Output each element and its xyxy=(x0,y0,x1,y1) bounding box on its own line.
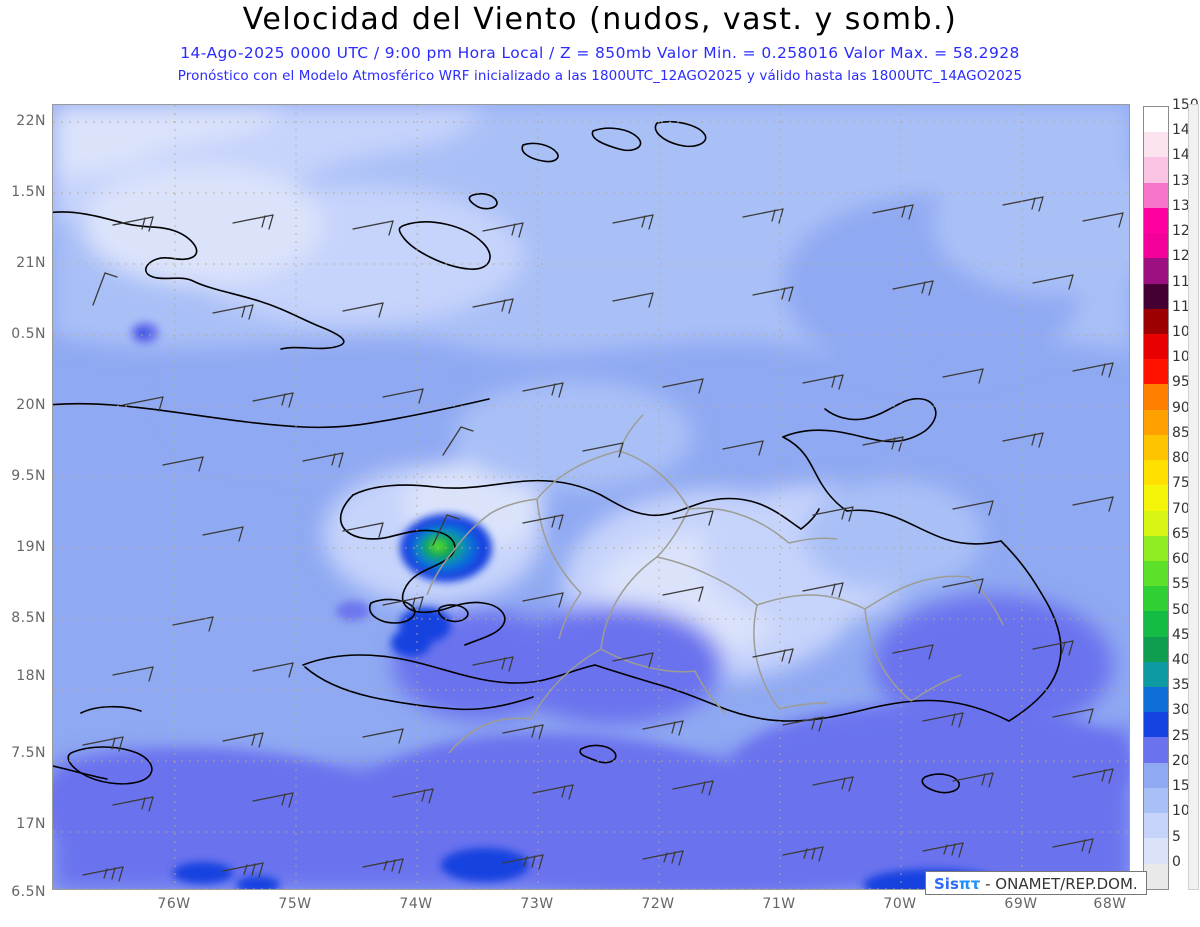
colorbar-band xyxy=(1144,207,1168,234)
colorbar-band xyxy=(1144,712,1168,738)
chart-header: Velocidad del Viento (nudos, vast. y som… xyxy=(0,0,1200,95)
wind-speed-shading xyxy=(53,105,1129,889)
colorbar-tick-label: 0 xyxy=(1172,853,1181,870)
x-axis-label: 74W xyxy=(399,896,433,912)
colorbar-band xyxy=(1144,333,1168,360)
forecast-meta-line: 14-Ago-2025 0000 UTC / 9:00 pm Hora Loca… xyxy=(180,44,1020,62)
attribution-badge: Sisπτ - ONAMET/REP.DOM. xyxy=(925,871,1147,895)
colorbar-band xyxy=(1144,535,1168,561)
colorbar-band xyxy=(1144,586,1168,612)
colorbar-tick-label: 95 xyxy=(1172,374,1190,391)
right-edge-strip xyxy=(1188,104,1199,890)
colorbar-band xyxy=(1144,132,1168,158)
x-axis-label: 75W xyxy=(278,896,312,912)
y-axis-label: 7.5N xyxy=(11,745,46,761)
y-axis-label: 20N xyxy=(16,397,46,413)
colorbar-tick-label: 65 xyxy=(1172,525,1190,542)
y-axis-label: 8.5N xyxy=(11,610,46,626)
model-info-line: Pronóstico con el Modelo Atmosférico WRF… xyxy=(177,68,1023,84)
colorbar-ticks: 0 5 10 15 20 25 30 35 40 45 50 55 60 65 70 75 80 85 90 95 10… xyxy=(1172,98,1200,890)
colorbar-band xyxy=(1144,107,1168,133)
y-axis-label: 6.5N xyxy=(11,884,46,900)
agency-label: - ONAMET/REP.DOM. xyxy=(985,875,1138,893)
y-axis-label: 17N xyxy=(16,816,46,832)
colorbar-tick-label: 35 xyxy=(1172,677,1190,694)
y-axis-label: 1.5N xyxy=(11,184,46,200)
colorbar-tick-label: 75 xyxy=(1172,475,1190,492)
colorbar-tick-label: 45 xyxy=(1172,626,1190,643)
colorbar-band xyxy=(1144,611,1168,637)
colorbar-tick-label: 40 xyxy=(1172,651,1190,668)
colorbar-band xyxy=(1144,838,1168,864)
colorbar-band xyxy=(1144,233,1168,259)
colorbar-band xyxy=(1144,182,1168,208)
colorbar-tick-label: 90 xyxy=(1172,399,1190,416)
colorbar-tick-label: 70 xyxy=(1172,500,1190,517)
colorbar-band xyxy=(1144,510,1168,536)
page-title: Velocidad del Viento (nudos, vast. y som… xyxy=(242,2,958,37)
colorbar-band xyxy=(1144,687,1168,713)
colorbar xyxy=(1143,106,1169,890)
y-axis-label: 18N xyxy=(16,668,46,684)
colorbar-tick-label: 5 xyxy=(1172,828,1181,845)
x-axis-label: 70W xyxy=(883,896,917,912)
colorbar-tick-label: 80 xyxy=(1172,450,1190,467)
colorbar-band xyxy=(1144,863,1168,889)
colorbar-tick-label: 85 xyxy=(1172,424,1190,441)
colorbar-band xyxy=(1144,636,1168,662)
colorbar-tick-label: 55 xyxy=(1172,576,1190,593)
colorbar-band xyxy=(1144,434,1168,461)
pi-logo-icon: πτ xyxy=(958,875,981,893)
colorbar-band xyxy=(1144,283,1168,309)
y-axis-label: 19N xyxy=(16,539,46,555)
x-axis-label: 73W xyxy=(520,896,554,912)
colorbar-band xyxy=(1144,359,1168,385)
colorbar-tick-label: 20 xyxy=(1172,752,1190,769)
colorbar-band xyxy=(1144,661,1168,688)
colorbar-tick-label: 10 xyxy=(1172,803,1190,820)
x-axis-label: 71W xyxy=(762,896,796,912)
y-axis-label: 9.5N xyxy=(11,468,46,484)
x-axis-label: 76W xyxy=(157,896,191,912)
colorbar-tick-label: 15 xyxy=(1172,778,1190,795)
colorbar-band xyxy=(1144,762,1168,788)
colorbar-tick-label: 30 xyxy=(1172,702,1190,719)
y-axis-label: 21N xyxy=(16,255,46,271)
colorbar-band xyxy=(1144,384,1168,410)
colorbar-band xyxy=(1144,560,1168,587)
colorbar-band xyxy=(1144,787,1168,814)
colorbar-band xyxy=(1144,813,1168,839)
colorbar-band xyxy=(1144,485,1168,511)
y-axis-label: 0.5N xyxy=(11,326,46,342)
sis-label: Sis xyxy=(934,875,959,893)
colorbar-band xyxy=(1144,157,1168,183)
y-axis-label: 22N xyxy=(16,113,46,129)
x-axis-label: 68W xyxy=(1093,896,1127,912)
x-axis-label: 69W xyxy=(1004,896,1038,912)
wind-speed-map[interactable] xyxy=(52,104,1130,890)
colorbar-tick-label: 25 xyxy=(1172,727,1190,744)
colorbar-band xyxy=(1144,737,1168,763)
x-axis-label: 72W xyxy=(641,896,675,912)
colorbar-tick-label: 60 xyxy=(1172,551,1190,568)
colorbar-band xyxy=(1144,258,1168,284)
colorbar-band xyxy=(1144,460,1168,486)
colorbar-tick-label: 50 xyxy=(1172,601,1190,618)
colorbar-band xyxy=(1144,308,1168,334)
colorbar-band xyxy=(1144,409,1168,435)
